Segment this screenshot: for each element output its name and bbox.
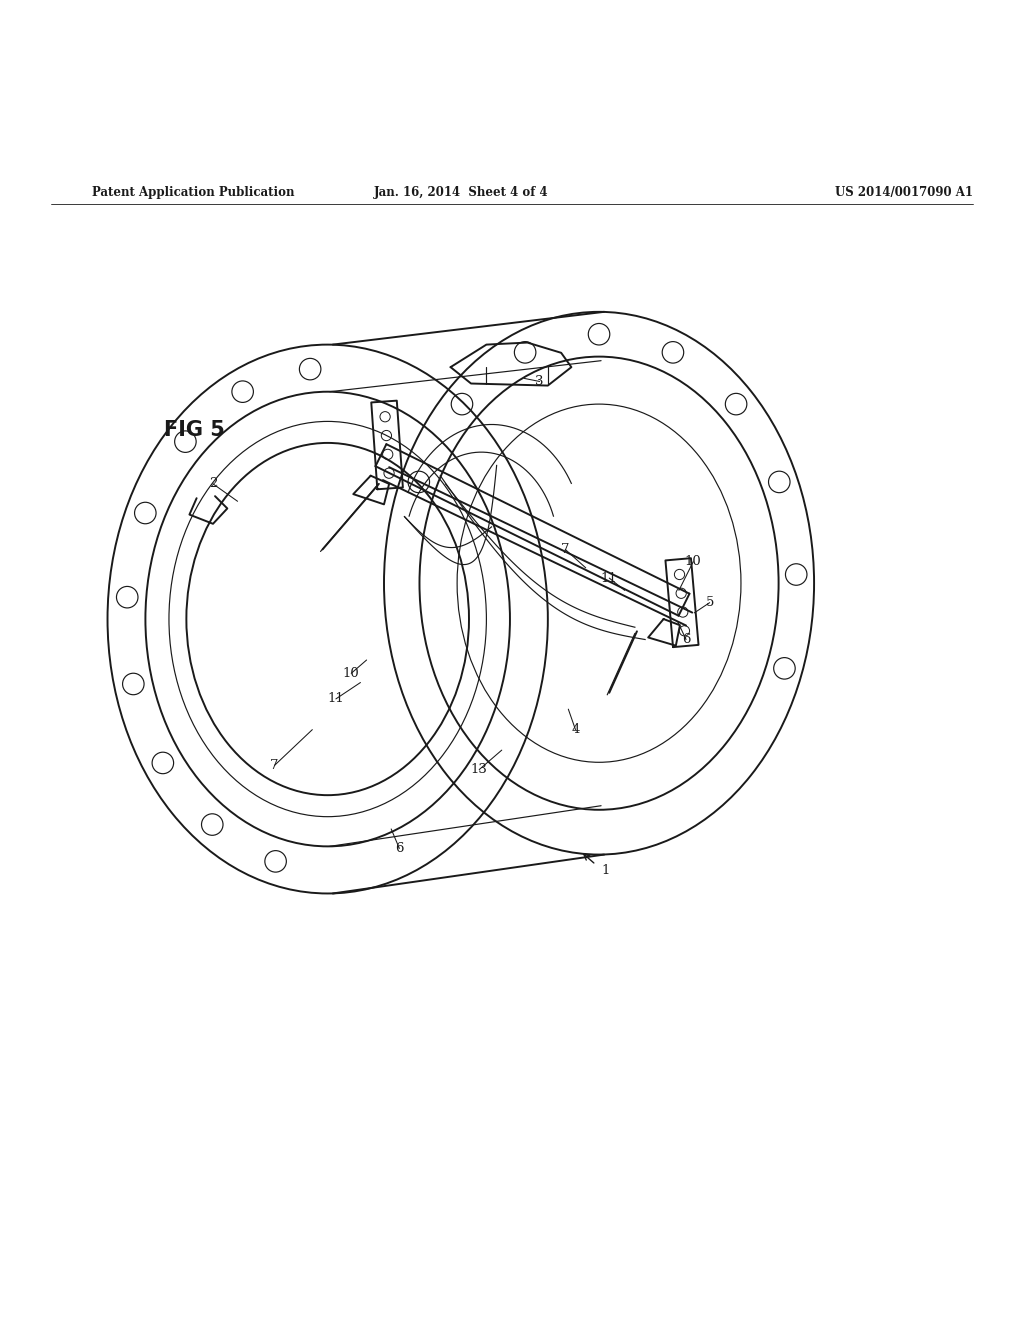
Text: 7: 7 xyxy=(561,543,569,556)
Text: Jan. 16, 2014  Sheet 4 of 4: Jan. 16, 2014 Sheet 4 of 4 xyxy=(374,186,548,198)
Text: US 2014/0017090 A1: US 2014/0017090 A1 xyxy=(835,186,973,198)
Text: 6: 6 xyxy=(395,842,403,855)
Text: 4: 4 xyxy=(571,723,580,737)
Text: 13: 13 xyxy=(471,763,487,776)
Text: 6: 6 xyxy=(682,634,690,645)
Text: 7: 7 xyxy=(270,759,279,772)
Text: 11: 11 xyxy=(601,572,617,585)
Text: 10: 10 xyxy=(343,667,359,680)
Text: Patent Application Publication: Patent Application Publication xyxy=(92,186,295,198)
Text: 5: 5 xyxy=(706,597,714,609)
Text: FIG 5: FIG 5 xyxy=(164,420,224,440)
Text: 2: 2 xyxy=(209,478,217,490)
Text: 10: 10 xyxy=(685,556,701,568)
Text: 1: 1 xyxy=(601,865,609,878)
Text: 3: 3 xyxy=(536,375,544,388)
Text: 11: 11 xyxy=(328,693,344,705)
